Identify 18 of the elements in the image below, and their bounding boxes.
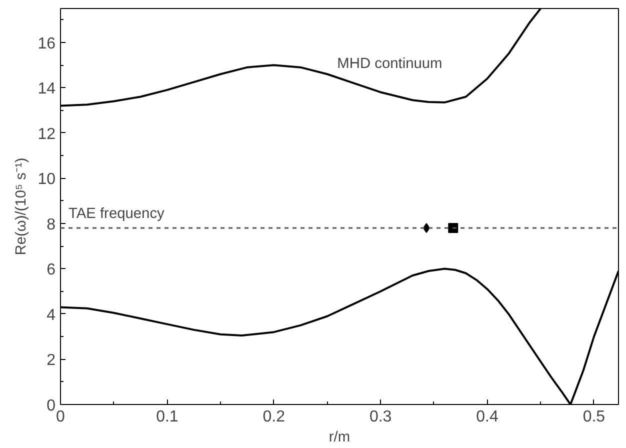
x-tick-label: 0.2 xyxy=(262,408,286,426)
x-axis-title: r/m xyxy=(328,430,350,446)
y-tick-label: 0 xyxy=(46,398,56,414)
y-tick-label: 6 xyxy=(46,262,56,279)
annotation: MHD continuum xyxy=(337,56,442,72)
y-tick-label: 16 xyxy=(38,35,56,52)
y-tick-label: 4 xyxy=(46,306,56,324)
y-tick-label: 14 xyxy=(38,80,56,98)
x-tick-label: 0.5 xyxy=(582,408,606,426)
y-tick-label: 2 xyxy=(46,352,56,370)
y-tick-label: 10 xyxy=(38,171,56,188)
y-tick-label: 8 xyxy=(46,216,56,234)
ref-line-label: TAE frequency xyxy=(68,206,166,222)
y-axis-title: Re(ω)/(10⁵ s⁻¹) xyxy=(14,158,30,256)
x-tick-label: 0.4 xyxy=(476,408,498,426)
y-tick-label: 12 xyxy=(38,126,56,143)
x-tick-label: 0.1 xyxy=(156,408,178,426)
x-tick-label: 0.3 xyxy=(369,408,392,426)
